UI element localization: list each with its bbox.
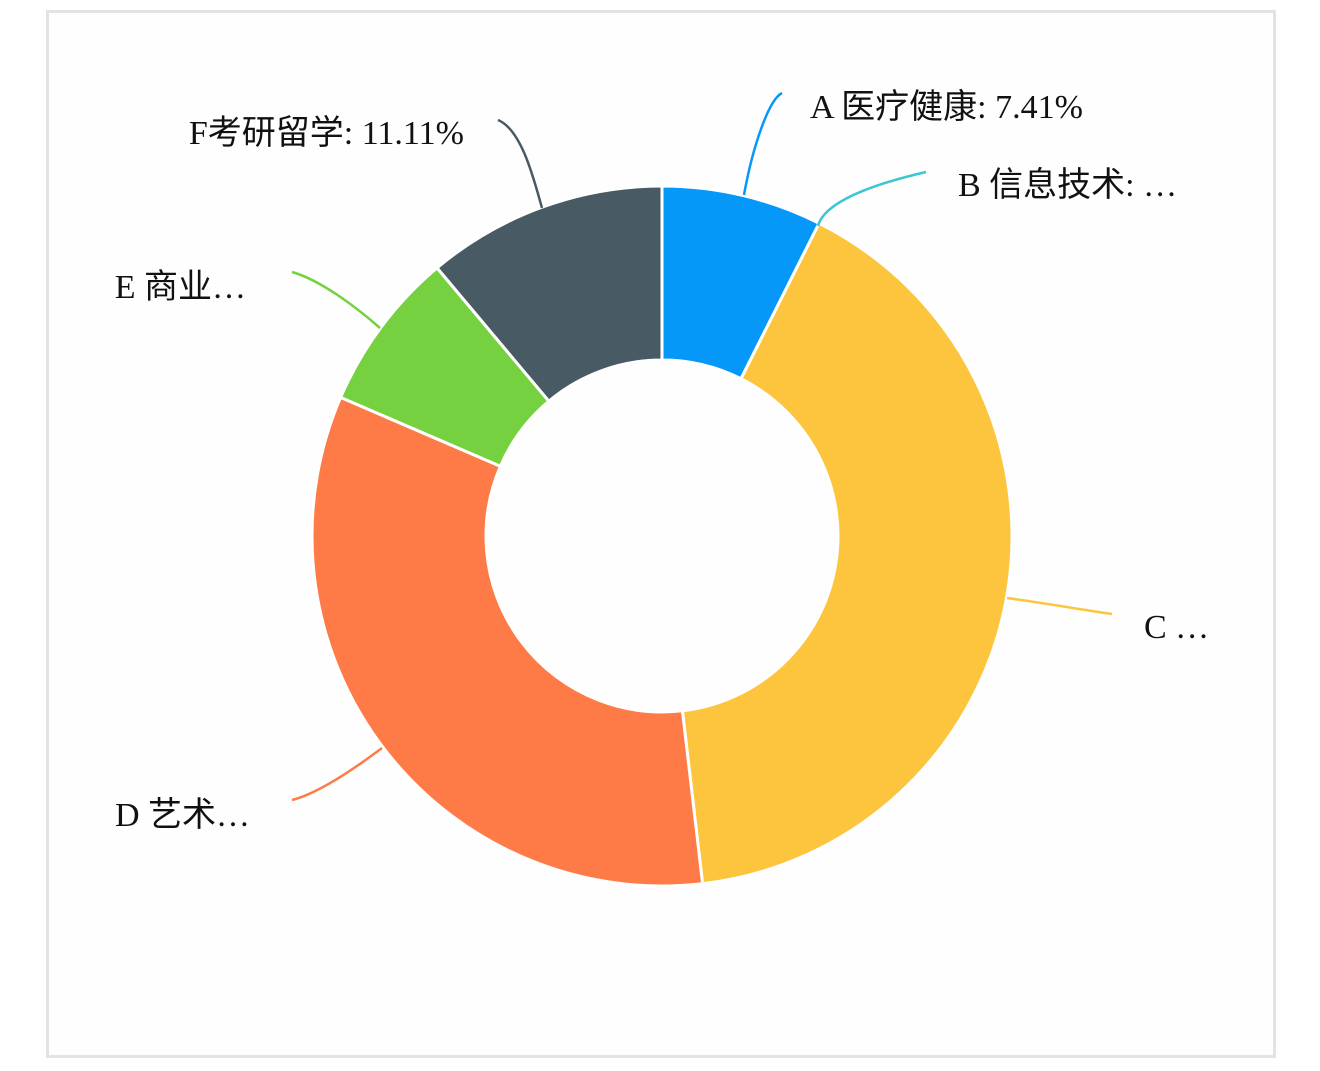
leader-line-d bbox=[291, 746, 383, 802]
pie-slice-c[interactable] bbox=[680, 221, 1014, 886]
slice-label-d: D 艺术… bbox=[115, 796, 250, 834]
slice-label-a: A 医疗健康: 7.41% bbox=[810, 88, 1083, 126]
leader-line-f bbox=[497, 118, 544, 209]
pie-slice-d[interactable] bbox=[310, 395, 705, 888]
slice-label-f: F考研留学: 11.11% bbox=[189, 114, 464, 152]
leader-line-c bbox=[1006, 596, 1113, 616]
slice-label-b: B 信息技术: … bbox=[958, 166, 1177, 204]
slice-label-c: C … bbox=[1144, 609, 1209, 646]
leader-line-e bbox=[291, 270, 381, 329]
slice-label-e: E 商业… bbox=[115, 268, 246, 306]
leader-line-b bbox=[816, 170, 927, 227]
leader-line-a bbox=[742, 91, 783, 196]
pie-slice-f[interactable] bbox=[435, 184, 664, 403]
